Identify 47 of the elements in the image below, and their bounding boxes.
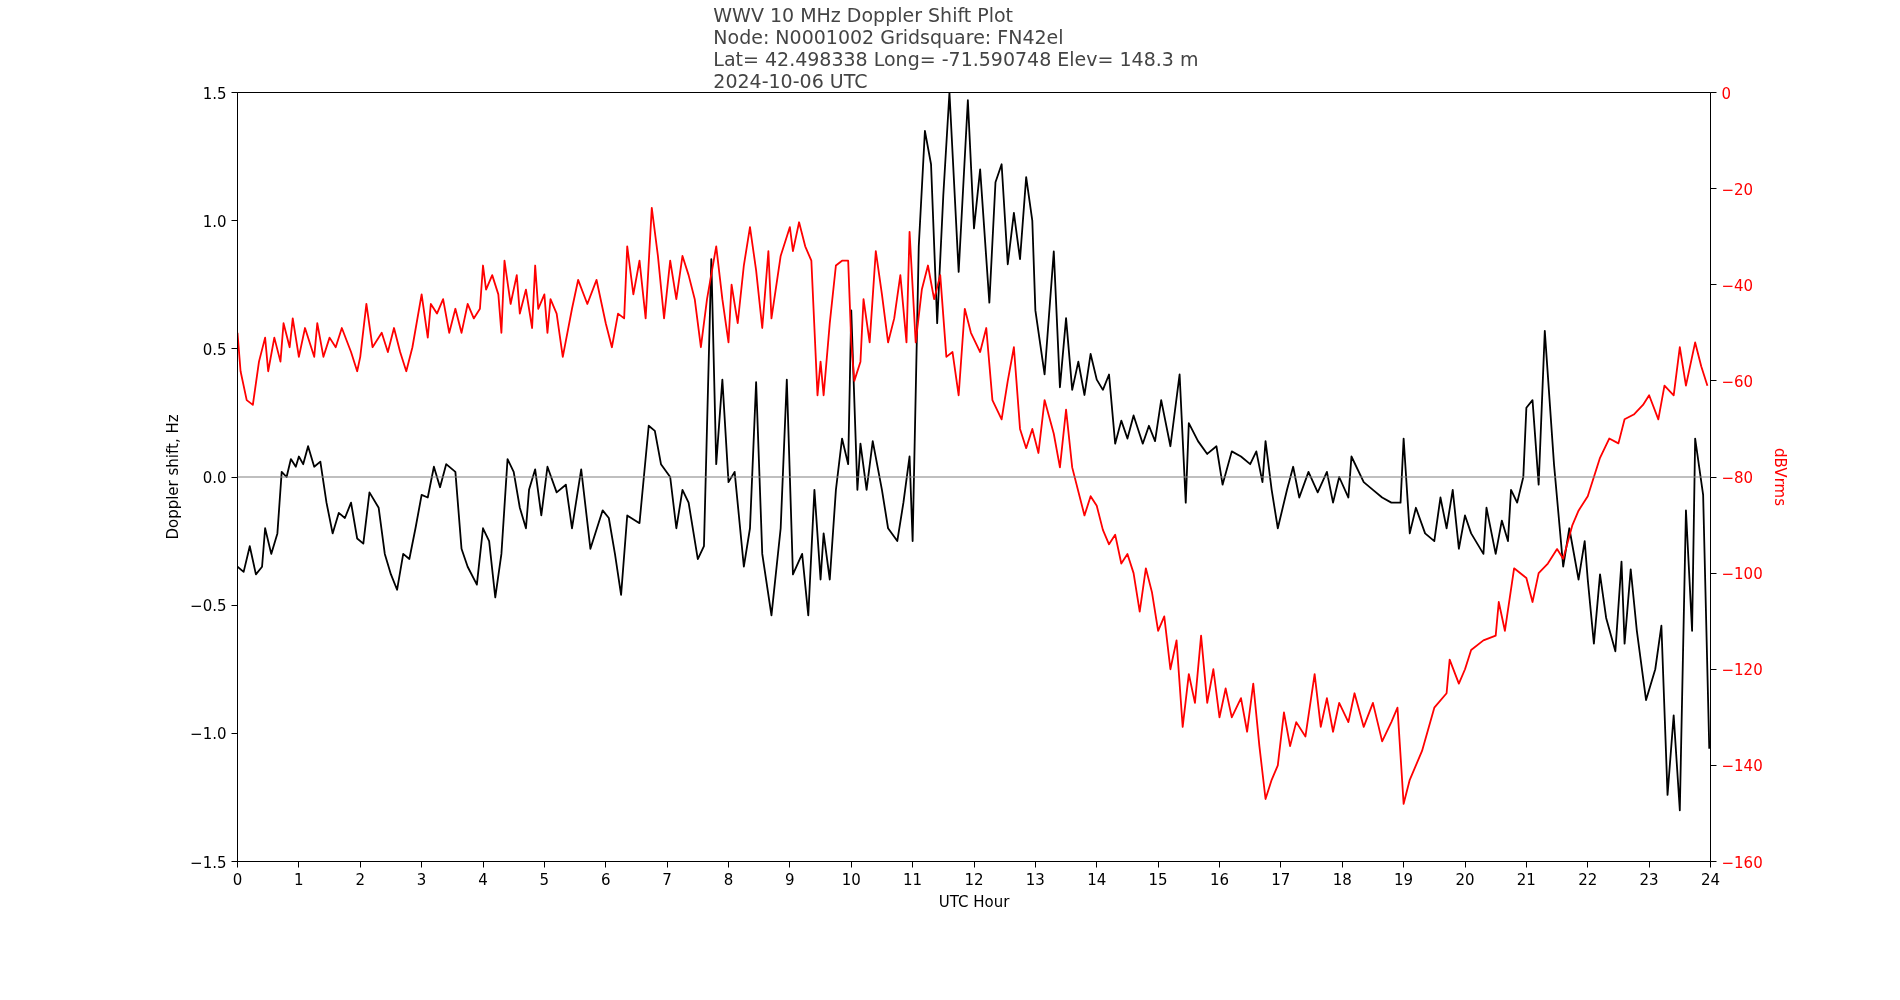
y2-tick-label: −160: [1721, 853, 1763, 872]
x-tick-label: 21: [1516, 870, 1536, 889]
x-tick-label: 9: [785, 870, 795, 889]
x-tick-label: 10: [841, 870, 861, 889]
y-tick-label: −1.0: [190, 725, 227, 744]
y-tick-label: −0.5: [190, 597, 227, 616]
x-tick-label: 1: [294, 870, 304, 889]
chart-subtitle: Node: N0001002 Gridsquare: FN42el Lat= 42.498338 Long= -71.590748 Elev= 148.3 m 2024-10-06 UTC: [713, 25, 1199, 92]
x-tick-label: 11: [903, 870, 923, 889]
x-tick-label: 24: [1700, 870, 1721, 889]
x-tick-label: 15: [1148, 870, 1168, 889]
y2-tick-label: −40: [1721, 276, 1754, 295]
y-tick-label: 1.5: [202, 84, 227, 103]
y2-axis-title: dBVrms: [1770, 448, 1789, 507]
y2-tick-label: −20: [1721, 180, 1754, 199]
x-tick-label: 4: [478, 870, 488, 889]
y-tick-label: 0.5: [202, 340, 227, 359]
x-tick-label: 22: [1578, 870, 1598, 889]
x-tick-label: 16: [1209, 870, 1230, 889]
y-tick-label: 1.0: [202, 212, 227, 231]
x-tick-label: 8: [723, 870, 734, 889]
x-tick-label: 23: [1639, 870, 1659, 889]
x-tick-label: 19: [1394, 870, 1414, 889]
x-tick-label: 13: [1025, 870, 1045, 889]
x-axis-title: UTC Hour: [938, 892, 1011, 911]
x-tick-label: 5: [539, 870, 550, 889]
y2-tick-label: −120: [1721, 661, 1763, 680]
x-tick-label: 12: [964, 870, 984, 889]
line-series: [237, 206, 1709, 805]
y2-tick-label: −60: [1721, 372, 1754, 391]
x-tick-label: 18: [1332, 870, 1352, 889]
y2-tick-label: −100: [1721, 565, 1763, 584]
y-tick-label: −1.5: [190, 853, 227, 872]
x-tick-label: 3: [416, 870, 427, 889]
y2-tick-label: −80: [1721, 469, 1754, 487]
y-axis-title: Doppler shift, Hz: [164, 414, 183, 540]
x-tick-label: 17: [1271, 870, 1291, 889]
chart-title: WWV 10 MHz Doppler Shift Plot: [713, 3, 1014, 26]
x-tick-label: 2: [355, 870, 366, 889]
x-tick-label: 6: [600, 870, 611, 889]
x-tick-label: 7: [662, 870, 672, 889]
y-tick-label: 0.0: [202, 469, 227, 487]
y2-tick-label: −140: [1721, 757, 1763, 776]
x-tick-label: 14: [1087, 870, 1107, 889]
x-tick-label: 0: [232, 870, 243, 889]
y2-tick-label: 0: [1721, 84, 1732, 103]
x-tick-label: 20: [1455, 870, 1475, 889]
